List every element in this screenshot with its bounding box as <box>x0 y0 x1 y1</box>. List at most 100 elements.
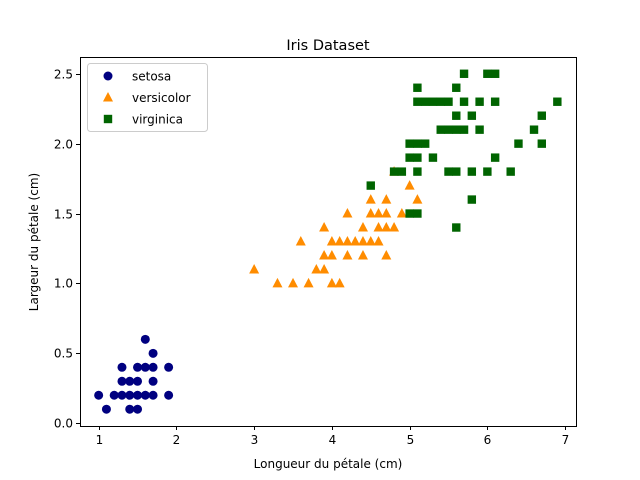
versicolor-point <box>404 180 415 190</box>
plot-frame <box>80 57 577 427</box>
legend-virginica-label: virginica <box>132 113 183 127</box>
versicolor-point <box>326 236 337 246</box>
y-tick-label: 1.0 <box>54 277 73 291</box>
versicolor-point <box>396 208 407 218</box>
y-axis-label: Largeur du pétale (cm) <box>27 173 41 311</box>
setosa-point <box>117 390 127 400</box>
versicolor-point <box>288 277 299 288</box>
virginica-point <box>405 139 414 148</box>
x-tick-label: 1 <box>96 433 104 447</box>
setosa-point <box>148 348 158 358</box>
x-tick-label: 4 <box>329 433 337 447</box>
x-axis-label: Longueur du pétale (cm) <box>254 457 403 471</box>
virginica-point <box>397 167 407 176</box>
setosa-point <box>164 390 174 400</box>
virginica-point <box>459 97 469 106</box>
setosa-point <box>148 390 158 400</box>
virginica-point <box>413 153 422 162</box>
virginica-point <box>490 69 500 78</box>
versicolor-point <box>381 249 392 260</box>
versicolor-point <box>381 194 392 204</box>
versicolor-point <box>365 236 376 246</box>
versicolor-point <box>342 236 353 246</box>
virginica-point <box>514 139 523 148</box>
versicolor-point <box>295 236 306 246</box>
setosa-point <box>125 404 135 414</box>
setosa-point <box>133 376 143 386</box>
virginica-point <box>420 139 430 148</box>
virginica-point <box>459 125 469 134</box>
versicolor-point <box>249 263 260 274</box>
setosa-point <box>133 362 143 372</box>
setosa-point <box>164 362 174 372</box>
versicolor-point <box>326 249 337 260</box>
virginica-point <box>428 97 438 106</box>
virginica-point <box>452 125 461 134</box>
versicolor-point <box>381 222 392 232</box>
setosa-point <box>140 390 150 400</box>
setosa-point <box>148 376 158 386</box>
versicolor-point <box>303 277 314 288</box>
virginica-point <box>444 125 453 134</box>
setosa-point <box>101 404 111 414</box>
versicolor-point <box>381 208 392 218</box>
virginica-point <box>444 97 453 106</box>
versicolor-point <box>319 222 330 232</box>
virginica-point <box>413 83 422 92</box>
virginica-point <box>537 139 546 148</box>
virginica-point <box>537 111 546 120</box>
virginica-point <box>475 125 484 134</box>
virginica-point <box>490 153 500 162</box>
legend-setosa-label: setosa <box>132 70 171 84</box>
plot-marks <box>94 69 562 414</box>
versicolor-point <box>319 263 330 274</box>
legend-box <box>87 63 208 132</box>
virginica-point <box>413 139 422 148</box>
virginica-point <box>452 223 461 232</box>
y-tick-label: 0.5 <box>54 347 73 361</box>
versicolor-point <box>357 222 368 232</box>
setosa-point <box>140 362 150 372</box>
y-axis: 0.0 0.5 1.0 1.5 2.0 2.5 <box>54 68 80 431</box>
virginica-point <box>452 83 461 92</box>
versicolor-point <box>373 208 384 218</box>
setosa-point <box>125 376 135 386</box>
virginica-point <box>413 167 422 176</box>
versicolor-point <box>342 249 353 260</box>
legend-setosa-marker <box>103 71 113 81</box>
virginica-point <box>467 195 477 204</box>
legend-virginica-marker <box>103 114 113 124</box>
versicolor-point <box>342 208 353 218</box>
virginica-point <box>420 97 430 106</box>
virginica-point <box>413 209 422 218</box>
x-tick-label: 2 <box>173 433 181 447</box>
versicolor-point <box>326 277 337 288</box>
virginica-point <box>405 209 414 218</box>
setosa-point <box>125 390 135 400</box>
y-tick-label: 2.0 <box>54 138 73 152</box>
virginica-point <box>459 69 469 78</box>
virginica-point <box>389 167 399 176</box>
versicolor-point <box>389 222 400 232</box>
setosa-point <box>117 376 127 386</box>
versicolor-point <box>365 194 376 204</box>
versicolor-point <box>373 236 384 246</box>
versicolor-point <box>334 277 345 288</box>
y-tick-label: 0.0 <box>54 417 73 431</box>
versicolor-point <box>311 263 322 274</box>
versicolor-point <box>365 208 376 218</box>
setosa-point <box>148 362 158 372</box>
legend-versicolor-label: versicolor <box>132 91 191 105</box>
virginica-point <box>436 125 445 134</box>
versicolor-point <box>357 236 368 246</box>
versicolor-point <box>350 236 361 246</box>
virginica-point <box>475 97 484 106</box>
x-tick-label: 5 <box>407 433 415 447</box>
x-tick-label: 6 <box>484 433 492 447</box>
versicolor-point <box>272 277 283 288</box>
virginica-point <box>529 125 539 134</box>
virginica-point <box>553 97 562 106</box>
versicolor-point <box>357 249 368 260</box>
setosa-point <box>133 404 143 414</box>
